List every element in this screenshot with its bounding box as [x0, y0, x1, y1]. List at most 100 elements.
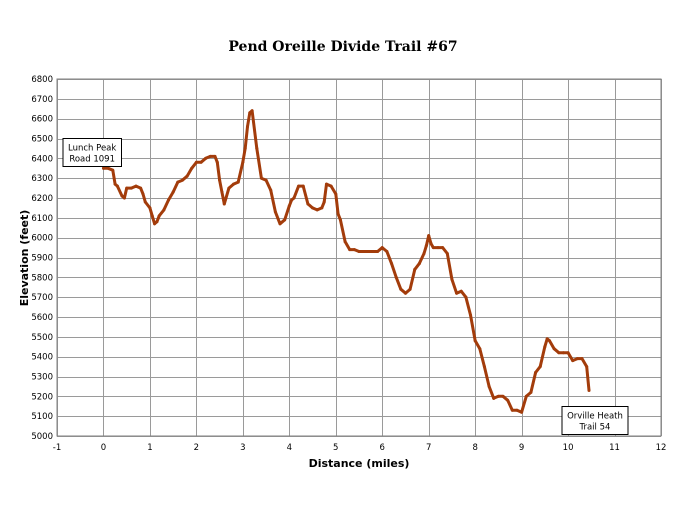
- elevation-point: [336, 212, 340, 216]
- elevation-point: [487, 384, 491, 388]
- elevation-point: [287, 204, 291, 208]
- x-tick-label: 1: [147, 443, 152, 453]
- elevation-point: [243, 146, 247, 150]
- annotation-text: Orville Heath: [567, 411, 623, 421]
- x-tick-label: 8: [472, 443, 477, 453]
- elevation-point: [236, 180, 240, 184]
- elevation-point: [408, 287, 412, 291]
- elevation-point: [366, 250, 370, 254]
- annotation-text: Trail 54: [579, 422, 611, 432]
- elevation-point: [278, 222, 282, 226]
- chart-title: Pend Oreille Divide Trail #67: [228, 39, 457, 55]
- elevation-point: [413, 267, 417, 271]
- elevation-point: [153, 222, 157, 226]
- elevation-point: [218, 178, 222, 182]
- elevation-point: [473, 339, 477, 343]
- elevation-point: [167, 198, 171, 202]
- elevation-point: [220, 190, 224, 194]
- elevation-point: [441, 246, 445, 250]
- elevation-point: [141, 192, 145, 196]
- y-tick-label: 5300: [31, 373, 53, 383]
- elevation-point: [180, 178, 184, 182]
- x-tick-label: 10: [563, 443, 574, 453]
- elevation-point: [575, 357, 579, 361]
- elevation-point: [427, 234, 431, 238]
- elevation-point: [455, 291, 459, 295]
- elevation-point: [348, 248, 352, 252]
- elevation-point: [264, 178, 268, 182]
- elevation-point: [157, 214, 161, 218]
- elevation-point: [538, 365, 542, 369]
- elevation-point: [120, 194, 124, 198]
- elevation-point: [122, 196, 126, 200]
- elevation-point: [171, 190, 175, 194]
- elevation-point: [227, 186, 231, 190]
- y-tick-label: 6700: [31, 95, 53, 105]
- elevation-point: [269, 188, 273, 192]
- elevation-series-line: [102, 109, 591, 414]
- elevation-point: [232, 182, 236, 186]
- elevation-point: [111, 168, 115, 172]
- elevation-point: [329, 184, 333, 188]
- elevation-point: [248, 111, 252, 115]
- series-layer: [101, 109, 591, 414]
- elevation-point: [155, 220, 159, 224]
- elevation-point: [129, 186, 133, 190]
- elevation-point: [394, 275, 398, 279]
- elevation-point: [215, 160, 219, 164]
- elevation-point: [290, 198, 294, 202]
- elevation-point: [371, 250, 375, 254]
- elevation-point: [338, 218, 342, 222]
- elevation-point: [245, 125, 249, 129]
- elevation-point: [139, 186, 143, 190]
- elevation-point: [324, 182, 328, 186]
- elevation-point: [101, 166, 105, 170]
- elevation-point: [204, 156, 208, 160]
- elevation-point: [417, 261, 421, 265]
- elevation-point: [376, 250, 380, 254]
- elevation-point: [134, 184, 138, 188]
- elevation-point: [320, 206, 324, 210]
- elevation-point: [585, 365, 589, 369]
- y-tick-label: 6200: [31, 194, 53, 204]
- elevation-point: [380, 246, 384, 250]
- gridlines: [57, 79, 662, 437]
- y-tick-label: 6000: [31, 234, 53, 244]
- elevation-point: [403, 291, 407, 295]
- elevation-point: [431, 246, 435, 250]
- elevation-point: [429, 242, 433, 246]
- x-axis-title: Distance (miles): [309, 457, 410, 470]
- x-tick-label: 6: [380, 443, 385, 453]
- elevation-point: [399, 287, 403, 291]
- elevation-point: [561, 351, 565, 355]
- elevation-point: [208, 154, 212, 158]
- y-tick-label: 5500: [31, 333, 53, 343]
- elevation-point: [450, 277, 454, 281]
- y-tick-label: 6600: [31, 115, 53, 125]
- y-tick-label: 6400: [31, 154, 53, 164]
- y-tick-label: 5900: [31, 254, 53, 264]
- y-tick-label: 6300: [31, 174, 53, 184]
- elevation-point: [352, 248, 356, 252]
- elevation-point: [506, 398, 510, 402]
- x-tick-label: 4: [287, 443, 292, 453]
- x-tick-label: 11: [609, 443, 620, 453]
- elevation-point: [459, 289, 463, 293]
- elevation-point: [464, 295, 468, 299]
- elevation-point: [362, 250, 366, 254]
- elevation-point: [390, 261, 394, 265]
- elevation-point: [143, 200, 147, 204]
- y-tick-label: 5200: [31, 392, 53, 402]
- elevation-point: [580, 357, 584, 361]
- elevation-point: [552, 347, 556, 351]
- elevation-point: [190, 166, 194, 170]
- elevation-point: [250, 109, 254, 113]
- annotation-text: Road 1091: [69, 154, 115, 164]
- elevation-point: [445, 252, 449, 256]
- elevation-point: [176, 180, 180, 184]
- elevation-point: [547, 339, 551, 343]
- elevation-point: [283, 218, 287, 222]
- y-axis-ticks: 5000 5100 5200 5300 5400 5500 5600 5700 5800 5900…: [31, 75, 53, 442]
